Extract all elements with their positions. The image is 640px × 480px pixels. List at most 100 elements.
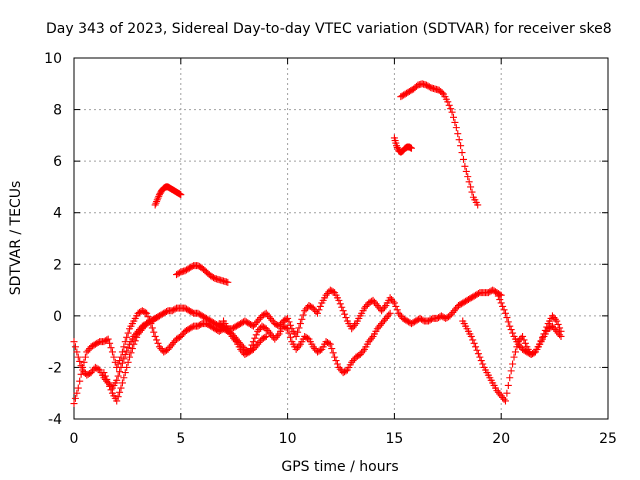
data-point (154, 339, 162, 347)
data-point (462, 167, 470, 175)
data-point (121, 369, 129, 377)
x-tick-label: 5 (176, 431, 185, 447)
data-point (392, 302, 400, 310)
data-point (284, 314, 292, 322)
y-tick-label: 4 (53, 206, 62, 222)
data-point (338, 303, 346, 311)
data-point (245, 348, 253, 356)
data-point (153, 198, 161, 206)
data-point (155, 312, 163, 320)
data-point (123, 363, 131, 371)
data-point (386, 309, 394, 317)
data-point (467, 183, 475, 191)
data-point (501, 309, 509, 317)
data-point (520, 336, 528, 344)
data-point (389, 297, 397, 305)
data-point (247, 345, 255, 353)
data-point (113, 376, 121, 384)
data-point (494, 292, 502, 300)
data-point (116, 368, 124, 376)
data-point (107, 386, 115, 394)
data-point (244, 349, 252, 357)
data-point (328, 345, 336, 353)
data-point (71, 343, 79, 351)
data-point (447, 105, 455, 113)
data-point (299, 311, 307, 319)
series-track-6 (215, 286, 505, 340)
data-point (114, 372, 122, 380)
data-point (262, 332, 270, 340)
y-tick-label: 10 (44, 51, 62, 67)
series-track-4 (151, 183, 185, 209)
data-point (73, 389, 81, 397)
y-tick-label: 6 (53, 154, 62, 170)
data-point (342, 314, 350, 322)
data-point (116, 388, 124, 396)
y-tick-label: -2 (48, 360, 62, 376)
data-point (503, 314, 511, 322)
data-point (76, 357, 84, 365)
data-point (472, 343, 480, 351)
data-point (77, 370, 85, 378)
data-point (510, 353, 518, 361)
series-track-5 (173, 262, 232, 286)
data-point (148, 324, 156, 332)
data-point (380, 303, 388, 311)
data-point (543, 323, 551, 331)
data-point (120, 343, 128, 351)
data-point (506, 374, 514, 382)
data-point (284, 325, 292, 333)
data-point (231, 336, 239, 344)
data-point (108, 348, 116, 356)
x-tick-label: 15 (385, 431, 403, 447)
data-point (316, 302, 324, 310)
data-point (118, 379, 126, 387)
data-point (106, 339, 114, 347)
series-track-7 (220, 309, 394, 377)
data-point (538, 333, 546, 341)
data-point (359, 347, 367, 355)
data-point (151, 332, 159, 340)
data-point (123, 347, 131, 355)
data-point (497, 299, 505, 307)
data-point (74, 384, 82, 392)
data-point (104, 335, 112, 343)
chart-title: Day 343 of 2023, Sidereal Day-to-day VTE… (46, 21, 612, 37)
data-point (339, 307, 347, 315)
data-point (252, 331, 260, 339)
data-point (557, 327, 565, 335)
data-point (274, 332, 282, 340)
data-point (368, 334, 376, 342)
data-point (519, 332, 527, 340)
data-point (449, 113, 457, 121)
data-point (476, 353, 484, 361)
data-point (503, 389, 511, 397)
data-point (457, 142, 465, 150)
data-point (536, 340, 544, 348)
data-point (76, 377, 84, 385)
data-point (477, 357, 485, 365)
data-point (507, 367, 515, 375)
data-point (499, 302, 507, 310)
data-point (113, 397, 121, 405)
data-point (295, 342, 303, 350)
data-point (71, 394, 79, 402)
data-point (335, 296, 343, 304)
data-point (331, 353, 339, 361)
data-point (393, 142, 401, 150)
data-point (154, 313, 162, 321)
data-point (294, 328, 302, 336)
data-point (540, 330, 548, 338)
data-point (121, 338, 129, 346)
data-points (70, 80, 565, 408)
data-point (249, 338, 257, 346)
data-point (333, 360, 341, 368)
data-point (445, 101, 453, 109)
y-tick-label: 0 (53, 309, 62, 325)
data-point (500, 395, 508, 403)
data-point (454, 130, 462, 138)
data-point (126, 353, 134, 361)
data-point (113, 363, 121, 371)
data-point (285, 329, 293, 337)
data-point (151, 201, 159, 209)
